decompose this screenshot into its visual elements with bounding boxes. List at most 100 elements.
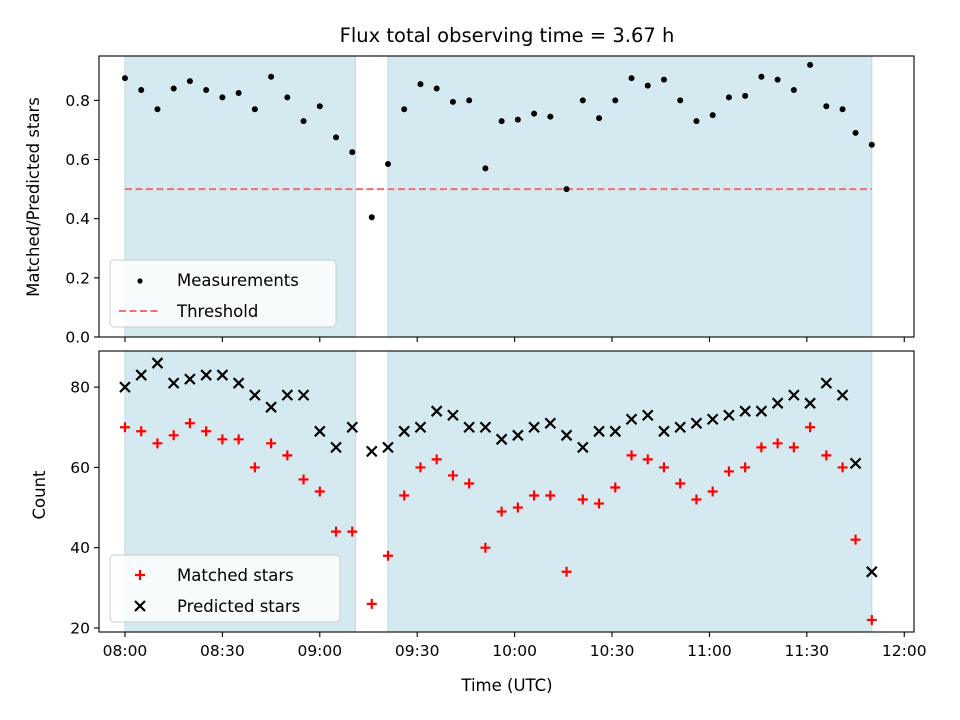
legend-label: Matched stars [177, 566, 294, 585]
matched-star-point [184, 418, 195, 429]
axes-frame [98, 350, 915, 633]
matched-star-point [168, 430, 179, 441]
matched-star-point [298, 474, 309, 485]
measurement-point [284, 94, 291, 101]
matched-star-point [707, 486, 718, 497]
predicted-star-point [281, 389, 294, 401]
predicted-star-point [184, 373, 196, 385]
measurement-point [498, 118, 505, 125]
measurement-point [466, 97, 473, 104]
measurement-point [790, 87, 797, 94]
predicted-star-point [641, 409, 654, 422]
matched-star-point [249, 462, 260, 473]
predicted-star-point [135, 369, 147, 381]
bottom-y-axis-label: Count [30, 470, 49, 520]
x-tick-label: 12:00 [882, 642, 927, 660]
measurement-point [547, 113, 554, 120]
matched-star-point [850, 534, 861, 545]
predicted-star-point [382, 441, 394, 454]
matched-star-point [805, 422, 816, 433]
matched-star-point [266, 438, 277, 449]
measurement-point [514, 116, 521, 123]
x-tick-label: 11:00 [687, 642, 732, 660]
predicted-star-point [365, 445, 378, 458]
matched-star-point [282, 450, 293, 461]
matched-star-point [658, 462, 669, 473]
predicted-star-point [265, 401, 277, 413]
measurement-point [186, 78, 193, 85]
predicted-star-point [430, 405, 443, 417]
measurement-point [449, 98, 456, 105]
measurement-point [612, 97, 619, 104]
matched-star-point [331, 526, 342, 537]
top-panel: 0.0 0.2 0.4 0.6 0.8 Measurements Threshold [65, 55, 915, 347]
measurement-point [368, 214, 375, 221]
measurement-point [384, 160, 391, 167]
predicted-star-point [167, 377, 180, 389]
predicted-star-point [463, 421, 475, 434]
matched-star-point [577, 494, 588, 505]
legend-x-swatch [134, 600, 146, 612]
matched-star-point [119, 422, 130, 433]
axes-frame [98, 55, 915, 338]
y-tick-label: 40 [70, 539, 90, 557]
legend: Measurements Threshold [109, 259, 337, 328]
y-tick-label: 0.0 [65, 329, 90, 347]
matched-star-point [233, 434, 244, 445]
predicted-star-point [577, 441, 589, 454]
x-axis-label: Time (UTC) [460, 676, 552, 695]
predicted-star-point [314, 425, 326, 438]
matched-star-point [496, 506, 507, 517]
observing-window-2 [387, 350, 873, 633]
legend-box [109, 554, 341, 623]
legend-label: Measurements [177, 271, 299, 290]
matched-star-point [382, 550, 393, 561]
measurement-point [219, 94, 226, 101]
y-tick-label: 0.6 [65, 151, 90, 169]
predicted-star-point [625, 413, 638, 426]
x-tick-label: 08:30 [200, 642, 245, 660]
measurement-point [154, 106, 161, 113]
matched-star-point [837, 462, 848, 473]
matched-star-point [561, 566, 572, 577]
matched-star-point [723, 466, 734, 477]
y-tick-label: 60 [70, 459, 90, 477]
bottom-panel: 20 40 60 80 08:00 08:30 09:00 09:30 10:00 10:30 11… [70, 350, 927, 660]
matched-star-point [415, 462, 426, 473]
predicted-star-point [755, 405, 768, 417]
matched-star-point [217, 434, 228, 445]
y-tick-label: 20 [70, 619, 90, 637]
predicted-star-point [398, 425, 410, 438]
measurement-point [433, 85, 440, 92]
x-tick-label: 09:30 [395, 642, 440, 660]
matched-star-point [594, 498, 605, 509]
measurement-point [235, 89, 242, 96]
predicted-star-point [528, 421, 540, 434]
predicted-star-point [804, 397, 816, 409]
matched-star-point [447, 470, 458, 481]
measurement-point [725, 94, 732, 101]
legend-label: Predicted stars [177, 597, 300, 616]
measurement-point [531, 110, 538, 117]
predicted-star-point [249, 389, 261, 401]
matched-star-point [545, 490, 556, 501]
matched-star-point [788, 442, 799, 453]
x-tick-label: 10:00 [492, 642, 537, 660]
observing-window-2 [387, 55, 873, 338]
measurement-point [268, 73, 275, 80]
measurement-point [251, 106, 258, 113]
legend-label: Threshold [176, 302, 258, 321]
predicted-star-point [706, 413, 719, 426]
matched-star-point [772, 438, 783, 449]
measurement-point [563, 186, 570, 193]
legend-box [109, 259, 337, 328]
measurement-point [774, 76, 781, 83]
measurement-point [644, 82, 651, 89]
predicted-star-point [820, 377, 833, 389]
measurement-point [316, 103, 323, 110]
matched-star-point [866, 614, 877, 625]
predicted-star-point [447, 409, 459, 422]
measurement-point [852, 129, 859, 136]
measurement-point [677, 97, 684, 104]
matched-star-point [675, 478, 686, 489]
